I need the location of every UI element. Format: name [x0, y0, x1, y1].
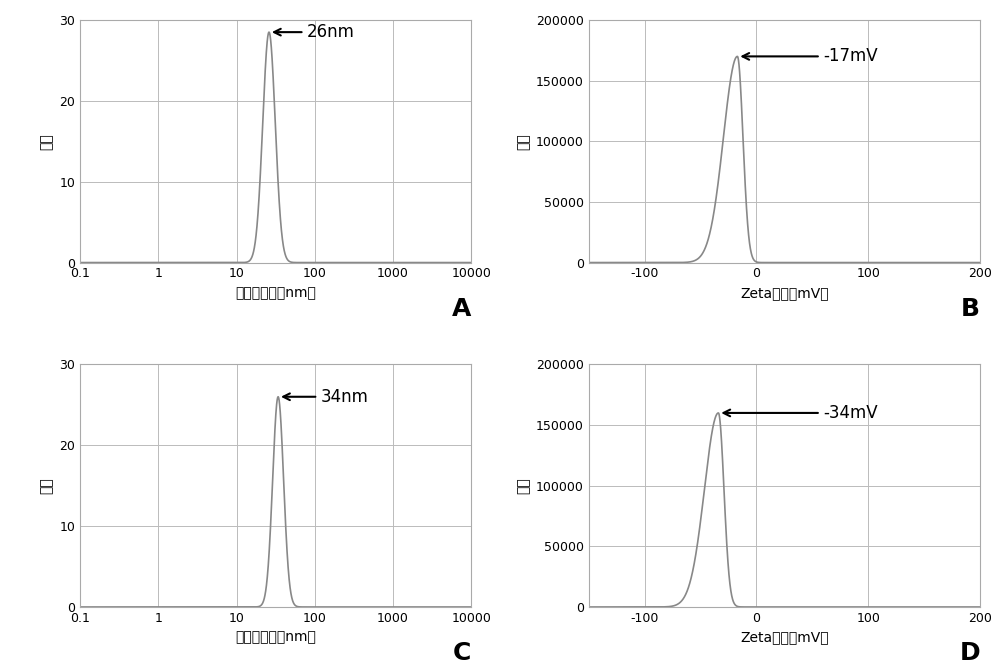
- X-axis label: Zeta电位（mV）: Zeta电位（mV）: [740, 630, 829, 644]
- X-axis label: 水动力尺寸（nm）: 水动力尺寸（nm）: [235, 630, 316, 644]
- Text: C: C: [453, 641, 471, 665]
- Y-axis label: 数量: 数量: [516, 133, 530, 149]
- Text: B: B: [961, 297, 980, 321]
- Text: -17mV: -17mV: [742, 47, 878, 65]
- Y-axis label: 数量: 数量: [40, 133, 54, 149]
- Y-axis label: 数量: 数量: [516, 478, 530, 494]
- Text: 34nm: 34nm: [283, 388, 369, 406]
- Text: D: D: [959, 641, 980, 665]
- Text: -34mV: -34mV: [723, 404, 878, 422]
- Y-axis label: 数量: 数量: [40, 478, 54, 494]
- X-axis label: 水动力尺寸（nm）: 水动力尺寸（nm）: [235, 286, 316, 300]
- Text: A: A: [452, 297, 471, 321]
- Text: 26nm: 26nm: [274, 23, 355, 41]
- X-axis label: Zeta电位（mV）: Zeta电位（mV）: [740, 286, 829, 300]
